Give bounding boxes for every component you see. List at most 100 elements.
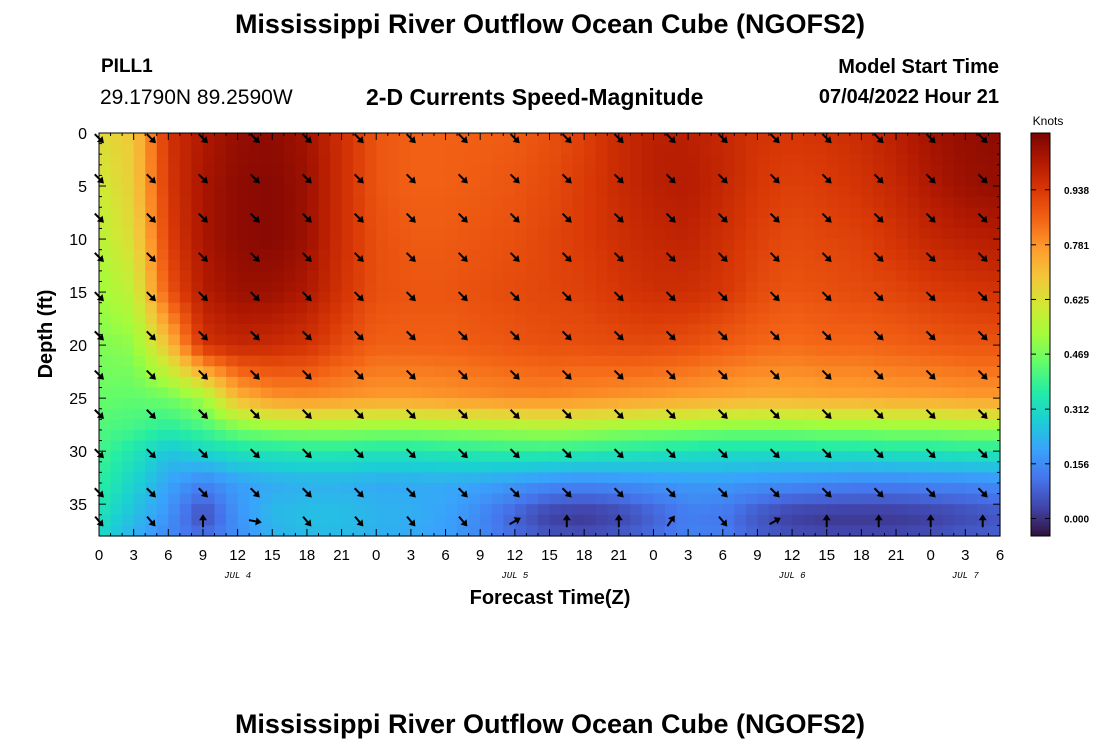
heatmap-cell bbox=[145, 504, 158, 516]
heatmap-cell bbox=[168, 504, 181, 516]
heatmap-cell bbox=[122, 228, 135, 240]
heatmap-cell bbox=[537, 387, 551, 399]
heatmap-cell bbox=[803, 260, 816, 272]
heatmap-cell bbox=[330, 313, 343, 325]
heatmap-cell bbox=[803, 239, 816, 251]
heatmap-cell bbox=[757, 143, 770, 155]
heatmap-cell bbox=[722, 482, 735, 495]
heatmap-cell bbox=[872, 270, 886, 283]
heatmap-cell bbox=[641, 228, 655, 240]
heatmap-cell bbox=[283, 461, 296, 473]
current-arrow bbox=[873, 369, 884, 380]
heatmap-cell bbox=[561, 323, 574, 336]
heatmap-cell bbox=[353, 366, 366, 378]
heatmap-cell bbox=[803, 376, 816, 389]
heatmap-cell bbox=[353, 143, 366, 155]
heatmap-cell bbox=[630, 228, 643, 240]
heatmap-cell bbox=[653, 493, 666, 505]
heatmap-cell bbox=[930, 313, 943, 325]
heatmap-cell bbox=[133, 196, 146, 208]
heatmap-cell bbox=[838, 186, 851, 198]
heatmap-cell bbox=[849, 249, 862, 261]
heatmap-cell bbox=[872, 355, 886, 367]
heatmap-cell bbox=[214, 366, 227, 378]
heatmap-cell bbox=[688, 281, 701, 293]
heatmap-cell bbox=[260, 281, 273, 293]
heatmap-cell bbox=[549, 281, 562, 293]
heatmap-cell bbox=[480, 429, 493, 442]
heatmap-cell bbox=[133, 408, 146, 420]
heatmap-cell bbox=[942, 493, 955, 505]
heatmap-cell bbox=[584, 292, 597, 304]
heatmap-cell bbox=[99, 313, 112, 325]
heatmap-cell bbox=[272, 154, 285, 166]
heatmap-cell bbox=[584, 514, 597, 526]
heatmap-cell bbox=[780, 493, 793, 505]
heatmap-cell bbox=[341, 429, 354, 442]
heatmap-cell bbox=[896, 143, 909, 155]
heatmap-cell bbox=[260, 482, 273, 495]
heatmap-cell bbox=[965, 493, 978, 505]
heatmap-cell bbox=[653, 355, 666, 367]
heatmap-cell bbox=[191, 398, 204, 410]
heatmap-cell bbox=[618, 525, 631, 537]
heatmap-cell bbox=[237, 228, 250, 240]
current-arrow bbox=[613, 173, 624, 184]
heatmap-cell bbox=[826, 387, 839, 399]
heatmap-cell bbox=[399, 376, 412, 389]
heatmap-cell bbox=[249, 419, 262, 431]
heatmap-cell bbox=[422, 482, 435, 495]
heatmap-cell bbox=[260, 217, 273, 230]
heatmap-cell bbox=[260, 376, 273, 389]
heatmap-cell bbox=[676, 239, 689, 251]
heatmap-cell bbox=[688, 186, 701, 198]
heatmap-cell bbox=[168, 493, 181, 505]
heatmap-cell bbox=[168, 154, 181, 166]
heatmap-cell bbox=[572, 472, 585, 484]
heatmap-cell bbox=[387, 472, 400, 484]
heatmap-cell bbox=[99, 376, 112, 389]
current-arrow bbox=[457, 212, 468, 223]
heatmap-cell bbox=[815, 493, 828, 505]
current-arrow bbox=[821, 291, 832, 302]
heatmap-cell bbox=[445, 302, 458, 314]
heatmap-cell bbox=[202, 345, 216, 357]
heatmap-cell bbox=[896, 451, 909, 463]
heatmap-cell bbox=[156, 493, 169, 505]
heatmap-cell bbox=[676, 525, 689, 537]
heatmap-cell bbox=[433, 302, 447, 314]
heatmap-cell bbox=[896, 175, 909, 187]
heatmap-cell bbox=[653, 408, 666, 420]
heatmap-cell bbox=[965, 249, 978, 261]
heatmap-cell bbox=[526, 345, 539, 357]
current-arrow bbox=[198, 369, 208, 380]
heatmap-cell bbox=[249, 376, 262, 389]
heatmap-cell bbox=[584, 451, 597, 463]
heatmap-cell bbox=[641, 504, 655, 516]
heatmap-cell bbox=[953, 207, 966, 219]
heatmap-cell bbox=[503, 154, 516, 166]
heatmap-cell bbox=[561, 313, 574, 325]
current-arrow bbox=[146, 212, 156, 223]
heatmap-cell bbox=[376, 345, 389, 357]
heatmap-cell bbox=[330, 249, 343, 261]
current-arrow bbox=[665, 409, 676, 419]
heatmap-cell bbox=[919, 186, 932, 198]
heatmap-cell bbox=[861, 451, 874, 463]
heatmap-cell bbox=[665, 186, 678, 198]
heatmap-cell bbox=[272, 461, 285, 473]
heatmap-cell bbox=[849, 514, 862, 526]
heatmap-cell bbox=[272, 164, 285, 177]
heatmap-cell bbox=[884, 493, 897, 505]
heatmap-cell bbox=[965, 260, 978, 272]
current-arrow bbox=[509, 487, 520, 498]
heatmap-cell bbox=[353, 504, 366, 516]
heatmap-cell bbox=[330, 493, 343, 505]
heatmap-cell bbox=[480, 387, 493, 399]
heatmap-cell bbox=[665, 260, 678, 272]
heatmap-cell bbox=[422, 217, 435, 230]
heatmap-cell bbox=[399, 186, 412, 198]
heatmap-cell bbox=[780, 345, 793, 357]
heatmap-cell bbox=[803, 143, 816, 155]
heatmap-cell bbox=[468, 504, 481, 516]
